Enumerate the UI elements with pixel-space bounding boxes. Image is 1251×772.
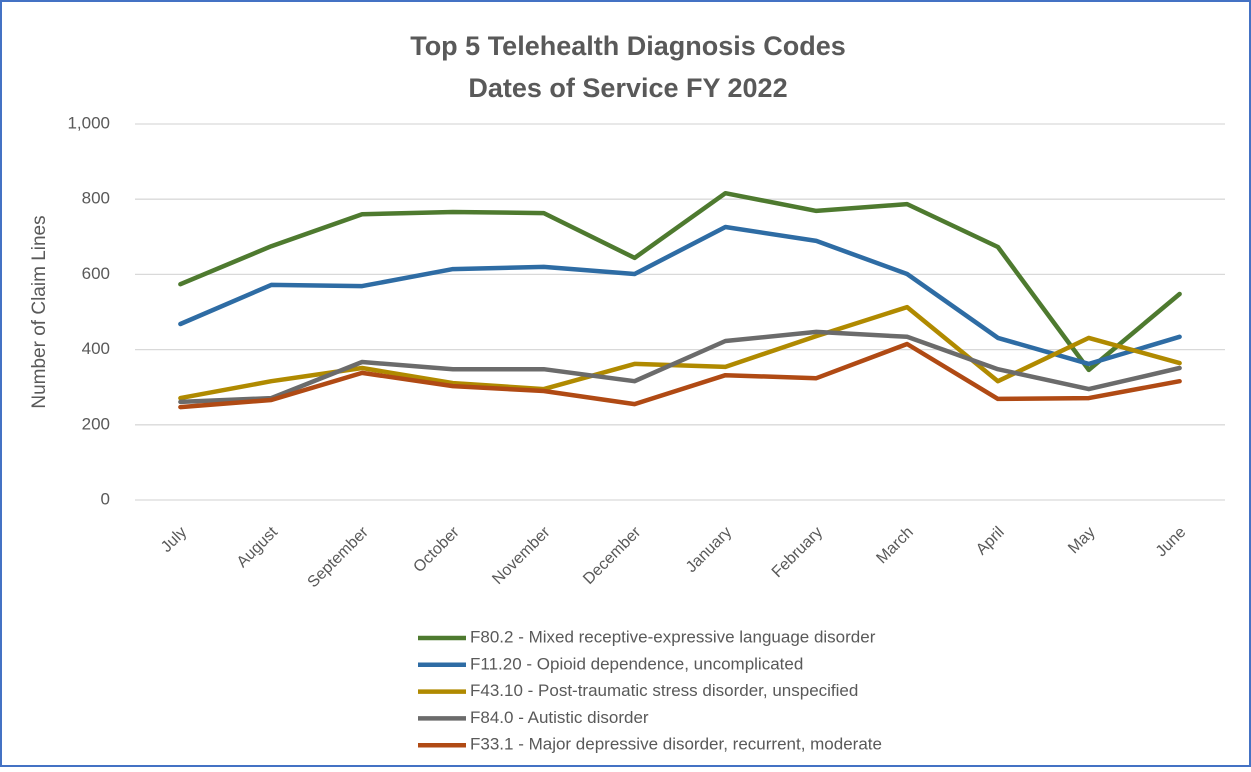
y-tick-label: 400: [82, 339, 110, 358]
y-tick-label: 600: [82, 264, 110, 283]
y-tick-label: 1,000: [67, 113, 110, 132]
legend-label: F80.2 - Mixed receptive-expressive langu…: [470, 627, 876, 646]
series-line: [178, 190, 1182, 373]
legend-label: F33.1 - Major depressive disorder, recur…: [470, 735, 882, 754]
legend-label: F43.10 - Post-traumatic stress disorder,…: [470, 681, 858, 700]
legend-label: F84.0 - Autistic disorder: [470, 708, 649, 727]
y-axis-label: Number of Claim Lines: [29, 215, 50, 408]
series-line: [178, 329, 1182, 405]
y-tick-label: 200: [82, 414, 110, 433]
y-tick-label: 0: [101, 489, 110, 508]
y-tick-label: 800: [82, 189, 110, 208]
chart-subtitle: Dates of Service FY 2022: [468, 73, 787, 103]
series-line: [178, 341, 1182, 410]
series-line: [178, 224, 1182, 367]
legend-label: F11.20 - Opioid dependence, uncomplicate…: [470, 654, 803, 673]
chart-title: Top 5 Telehealth Diagnosis Codes: [410, 31, 846, 61]
